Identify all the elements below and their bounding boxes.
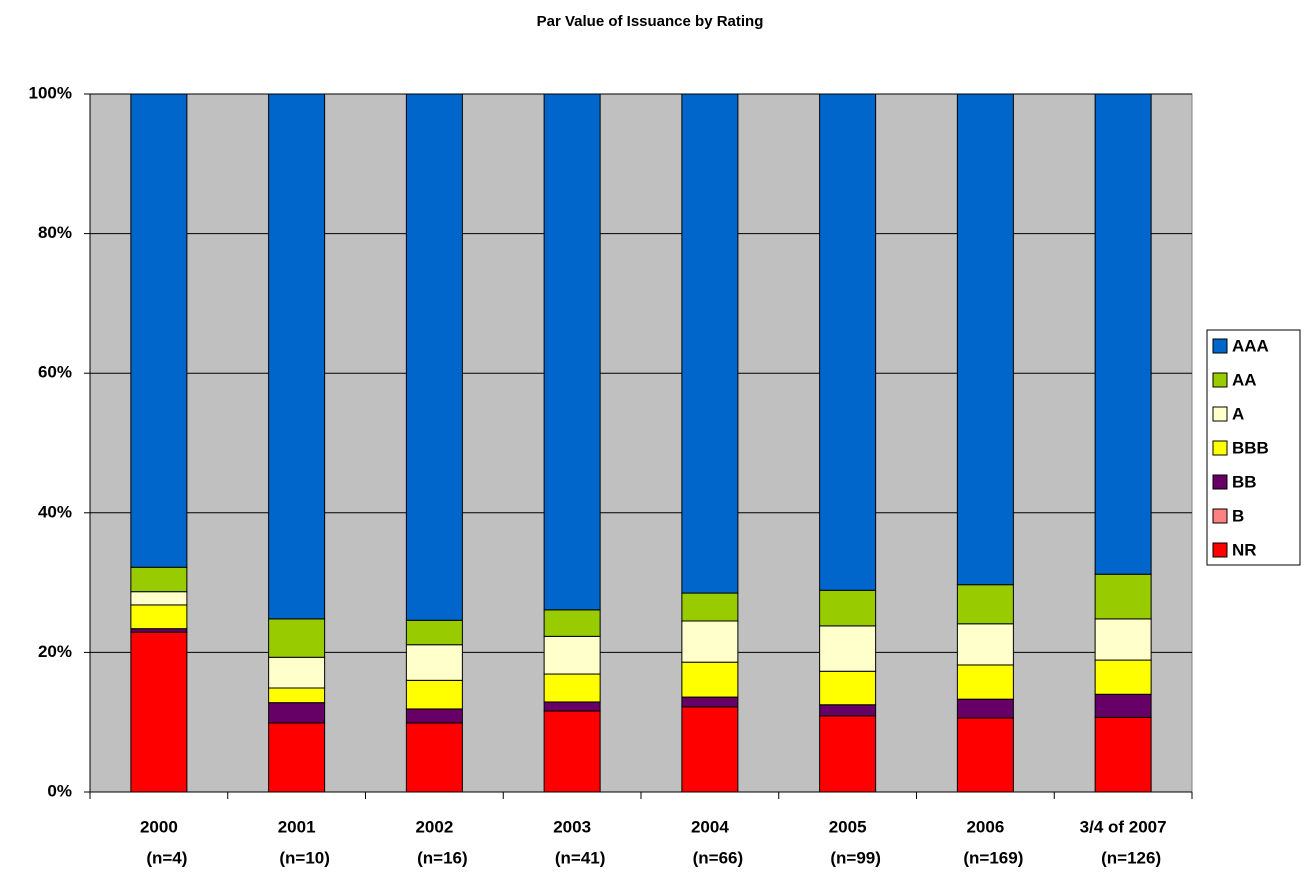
- x-tick-label: (n=4): [146, 848, 187, 867]
- bar-segment: [268, 656, 326, 689]
- x-tick-label: 2002: [415, 817, 453, 836]
- bar-segment: [543, 635, 601, 675]
- bar-segment: [1094, 573, 1152, 620]
- y-tick-label: 20%: [38, 642, 72, 661]
- bar-segment: [956, 623, 1014, 666]
- bar-segment: [819, 625, 877, 672]
- bar-segment: [956, 664, 1014, 700]
- x-tick-label: 2006: [966, 817, 1004, 836]
- bar-segment: [130, 566, 188, 593]
- legend-label: BBB: [1232, 438, 1269, 457]
- chart-title: Par Value of Issuance by Rating: [537, 13, 764, 30]
- x-tick-label: 2003: [553, 817, 591, 836]
- x-tick-label: 2001: [278, 817, 316, 836]
- bar-segment: [956, 584, 1014, 625]
- bar-segment: [819, 704, 877, 717]
- legend-swatch: [1212, 474, 1228, 490]
- bar-segment: [543, 673, 601, 703]
- bar-segment: [268, 618, 326, 658]
- bar-segment: [268, 702, 326, 724]
- bar-segment: [681, 706, 739, 793]
- legend-swatch: [1212, 406, 1228, 422]
- bar-segment: [681, 661, 739, 698]
- bar-segment: [268, 93, 326, 620]
- bar-segment: [543, 609, 601, 637]
- legend-swatch: [1212, 338, 1228, 354]
- bar-segment: [1094, 716, 1152, 793]
- bar-segment: [405, 644, 463, 681]
- x-tick-label: (n=169): [963, 848, 1023, 867]
- x-tick-label: (n=10): [279, 848, 330, 867]
- bar-segment: [543, 710, 601, 793]
- x-tick-label: 2000: [140, 817, 178, 836]
- bar-segment: [1094, 618, 1152, 661]
- bar-segment: [681, 93, 739, 594]
- x-tick-label: (n=66): [693, 848, 744, 867]
- legend-swatch: [1212, 508, 1228, 524]
- bar-segment: [681, 620, 739, 663]
- bar-segment: [405, 722, 463, 793]
- y-tick-label: 60%: [38, 363, 72, 382]
- bar-segment: [130, 604, 188, 630]
- legend-swatch: [1212, 440, 1228, 456]
- bar-segment: [1094, 659, 1152, 695]
- x-tick-label: 3/4 of 2007: [1080, 817, 1167, 836]
- legend-label: NR: [1232, 540, 1257, 559]
- x-tick-label: 2005: [829, 817, 867, 836]
- x-tick-label: (n=126): [1101, 848, 1161, 867]
- bar-segment: [405, 93, 463, 621]
- y-tick-label: 40%: [38, 502, 72, 521]
- bar-segment: [268, 687, 326, 704]
- bar-segment: [956, 698, 1014, 719]
- x-tick-label: 2004: [691, 817, 729, 836]
- bar-segment: [543, 701, 601, 712]
- bar-segment: [543, 93, 601, 611]
- bar-segment: [1094, 693, 1152, 718]
- legend-swatch: [1212, 542, 1228, 558]
- bar-segment: [405, 619, 463, 646]
- y-tick-label: 80%: [38, 223, 72, 242]
- bar-segment: [956, 717, 1014, 793]
- bar-segment: [956, 93, 1014, 586]
- bar-segment: [819, 715, 877, 793]
- y-tick-label: 100%: [29, 83, 72, 102]
- bar-segment: [405, 679, 463, 710]
- bar-segment: [681, 696, 739, 708]
- bar-segment: [819, 93, 877, 591]
- legend-label: B: [1232, 506, 1244, 525]
- bar-segment: [819, 670, 877, 706]
- x-tick-label: (n=16): [417, 848, 468, 867]
- legend-label: AAA: [1232, 336, 1269, 355]
- legend-swatch: [1212, 372, 1228, 388]
- bar-segment: [130, 628, 188, 633]
- legend-label: A: [1232, 404, 1244, 423]
- plot-area: [89, 93, 1193, 793]
- legend-label: BB: [1232, 472, 1257, 491]
- x-tick-label: (n=41): [555, 848, 606, 867]
- bar-segment: [130, 631, 188, 793]
- bar-segment: [1094, 93, 1152, 575]
- bar-segment: [130, 591, 188, 606]
- bar-segment: [405, 708, 463, 724]
- bar-segment: [819, 589, 877, 627]
- bar-segment: [681, 592, 739, 622]
- bar-segment: [268, 722, 326, 793]
- bar-segment: [130, 93, 188, 568]
- x-tick-label: (n=99): [830, 848, 881, 867]
- y-tick-label: 0%: [47, 781, 72, 800]
- legend-label: AA: [1232, 370, 1257, 389]
